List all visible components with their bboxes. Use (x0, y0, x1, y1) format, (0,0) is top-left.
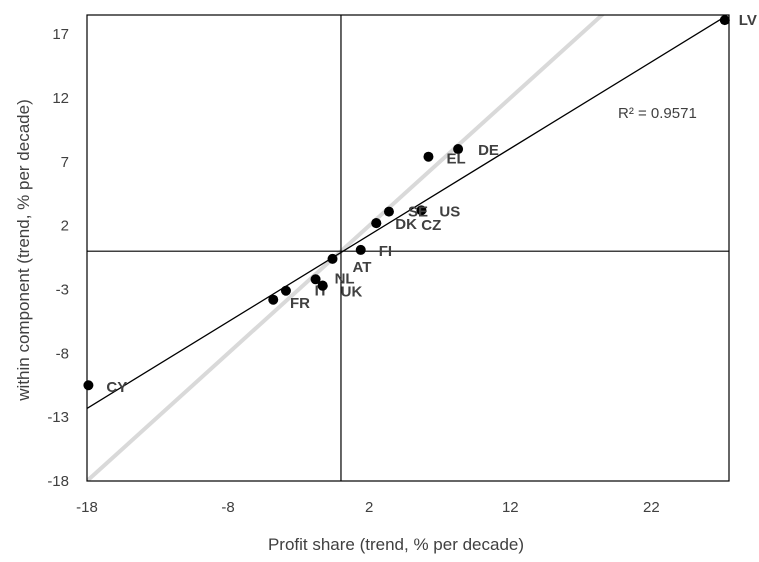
x-tick-label: 22 (643, 499, 660, 516)
y-tick-label: -18 (47, 473, 69, 490)
data-point (371, 218, 382, 229)
data-point (383, 206, 394, 217)
point-label: FR (290, 295, 310, 312)
point-label: DE (478, 142, 499, 159)
data-point (317, 280, 328, 291)
data-point (355, 244, 366, 255)
data-point (423, 151, 434, 162)
point-label: CY (106, 379, 127, 396)
point-label: FI (379, 243, 392, 260)
x-tick-label: 2 (365, 499, 373, 516)
y-tick-label: -3 (56, 281, 69, 298)
x-tick-label: -8 (221, 499, 234, 516)
data-point (327, 253, 338, 264)
x-axis-title: Profit share (trend, % per decade) (268, 535, 524, 554)
x-tick-label: -18 (76, 499, 98, 516)
data-point (83, 380, 94, 391)
r-squared-label: R² = 0.9571 (618, 105, 697, 122)
point-label: CZ (421, 217, 441, 234)
point-label: US (439, 203, 460, 220)
point-label: AT (353, 259, 372, 276)
y-tick-label: 2 (61, 218, 69, 235)
y-tick-label: 12 (52, 90, 69, 107)
point-label: SE (408, 204, 428, 221)
point-label: NL (335, 270, 355, 287)
plot-border (86, 14, 730, 482)
data-point (268, 294, 279, 305)
point-label: EL (446, 151, 465, 168)
y-tick-label: 7 (61, 154, 69, 171)
linear-trendline (86, 16, 726, 409)
point-label: UK (341, 284, 363, 301)
y-axis-title: within component (trend, % per decade) (14, 99, 33, 401)
data-point (453, 144, 464, 155)
data-point (719, 15, 730, 26)
tick-labels: -18 -8 2 12 22 17 12 7 2 -3 -8 -13 -18 (47, 26, 659, 516)
point-label: DK (395, 216, 417, 233)
data-point (310, 274, 321, 285)
point-label: LV (739, 12, 757, 29)
y-tick-label: 17 (52, 26, 69, 43)
x-tick-label: 12 (502, 499, 519, 516)
y-tick-label: -8 (56, 345, 69, 362)
y-tick-label: -13 (47, 409, 69, 426)
diagonal-reference-line (87, 15, 605, 481)
data-point (280, 285, 291, 296)
data-point (416, 205, 427, 216)
